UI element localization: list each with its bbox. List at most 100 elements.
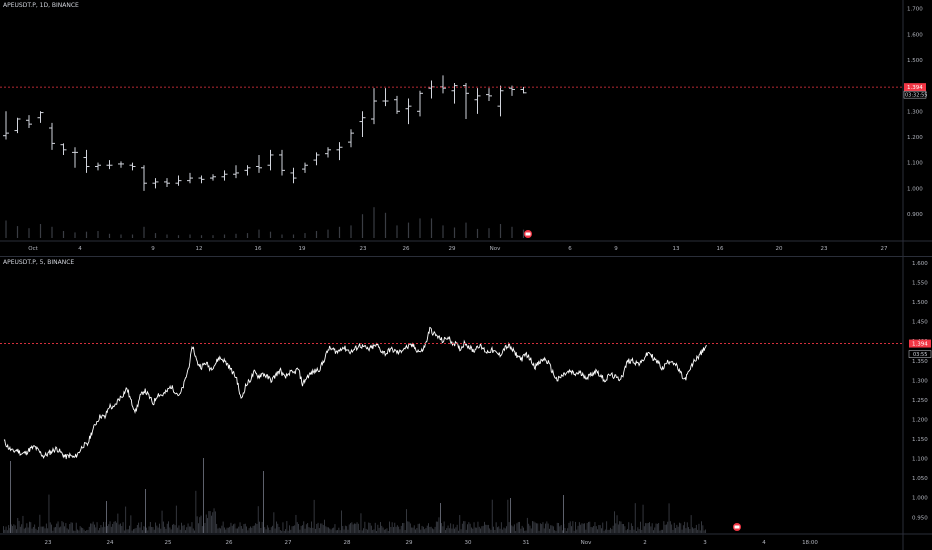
volume-bar bbox=[12, 526, 13, 533]
ohlc-bar bbox=[3, 111, 9, 140]
ohlc-bar bbox=[325, 147, 331, 158]
price-axis-label: 1.100 bbox=[907, 161, 923, 167]
daily-chart-pane[interactable]: 1.7001.6001.5001.4001.3001.2001.1001.000… bbox=[0, 0, 932, 257]
volume-bar bbox=[57, 521, 59, 533]
volume-bar bbox=[112, 523, 114, 533]
volume-bar bbox=[120, 234, 122, 238]
volume-bar bbox=[292, 526, 294, 533]
volume-bar bbox=[653, 530, 654, 533]
volume-bar bbox=[5, 220, 7, 238]
volume-bar bbox=[307, 523, 309, 533]
volume-bar bbox=[571, 526, 572, 533]
volume-bar bbox=[695, 524, 697, 533]
volume-bar bbox=[107, 526, 108, 533]
ohlc-bar bbox=[497, 85, 504, 117]
volume-bar bbox=[643, 526, 645, 533]
volume-bar bbox=[247, 530, 249, 533]
volume-bar bbox=[352, 524, 354, 533]
volume-bar bbox=[620, 521, 622, 533]
volume-bar bbox=[103, 521, 104, 533]
volume-bar bbox=[628, 522, 630, 533]
volume-bar bbox=[680, 523, 682, 533]
volume-bar bbox=[71, 522, 73, 533]
daily-ohlc-chart[interactable]: 1.7001.6001.5001.4001.3001.2001.1001.000… bbox=[0, 0, 932, 257]
volume-bar bbox=[701, 521, 702, 533]
volume-bar bbox=[547, 523, 549, 533]
time-axis-label: 4 bbox=[78, 246, 82, 252]
ohlc-bar bbox=[336, 142, 343, 161]
volume-bar bbox=[554, 530, 556, 533]
intraday-chart-pane[interactable]: 1.6001.5501.5001.4501.4001.3501.3001.250… bbox=[0, 257, 932, 550]
volume-bar bbox=[305, 524, 307, 533]
volume-spike bbox=[106, 501, 107, 533]
volume-bar bbox=[317, 522, 319, 533]
volume-bar bbox=[603, 530, 605, 533]
time-axis-label: 25 bbox=[165, 540, 172, 546]
time-axis-label: Nov bbox=[490, 246, 501, 252]
volume-bar bbox=[251, 527, 253, 533]
volume-bar bbox=[222, 521, 224, 533]
volume-bar bbox=[682, 525, 684, 533]
price-axis-label: 1.550 bbox=[912, 281, 928, 287]
volume-bar bbox=[458, 530, 459, 533]
volume-bar bbox=[160, 528, 162, 533]
volume-bar bbox=[205, 514, 207, 533]
volume-bar bbox=[308, 527, 310, 533]
volume-bar bbox=[478, 526, 480, 533]
volume-bar bbox=[166, 523, 168, 533]
volume-bar bbox=[590, 526, 592, 533]
volume-bar bbox=[607, 529, 609, 533]
volume-bar bbox=[406, 509, 407, 533]
volume-bar bbox=[377, 524, 379, 533]
volume-bar bbox=[373, 529, 375, 533]
time-axis-label: 28 bbox=[344, 540, 351, 546]
volume-bar bbox=[47, 528, 49, 533]
volume-bar bbox=[488, 228, 490, 238]
volume-bar bbox=[272, 525, 273, 533]
volume-bar bbox=[601, 528, 602, 533]
ohlc-bar bbox=[95, 162, 101, 171]
volume-bar bbox=[372, 530, 374, 533]
volume-bar bbox=[169, 527, 171, 533]
time-axis-label: 30 bbox=[465, 540, 472, 546]
volume-bar bbox=[684, 521, 686, 533]
volume-bar bbox=[519, 521, 520, 533]
price-axis-label: 1.600 bbox=[907, 32, 923, 38]
volume-bar bbox=[625, 530, 627, 533]
volume-bar bbox=[472, 528, 474, 533]
volume-bar bbox=[582, 523, 584, 533]
ohlc-bar bbox=[267, 149, 274, 171]
price-axis-label: 1.500 bbox=[912, 300, 928, 306]
volume-bar bbox=[594, 522, 596, 533]
ohlc-bar bbox=[359, 111, 366, 137]
volume-bar bbox=[86, 530, 88, 533]
ohlc-bar bbox=[428, 80, 435, 99]
volume-bar bbox=[246, 526, 247, 533]
volume-bar bbox=[651, 523, 653, 533]
volume-bar bbox=[296, 522, 298, 533]
volume-bar bbox=[291, 526, 293, 533]
volume-bar bbox=[467, 524, 468, 533]
volume-bar bbox=[278, 527, 280, 533]
intraday-line-chart[interactable]: 1.6001.5501.5001.4501.4001.3501.3001.250… bbox=[0, 257, 932, 550]
volume-bar bbox=[360, 513, 362, 533]
volume-bar bbox=[172, 524, 173, 533]
volume-bar bbox=[101, 527, 103, 533]
volume-bar bbox=[130, 515, 132, 533]
volume-bar bbox=[3, 526, 4, 533]
volume-bar bbox=[515, 530, 517, 533]
volume-bar bbox=[10, 524, 12, 533]
volume-bar bbox=[677, 526, 679, 533]
volume-bar bbox=[359, 530, 361, 533]
price-line-series bbox=[3, 326, 707, 460]
ohlc-bar bbox=[72, 147, 78, 168]
volume-bar bbox=[292, 234, 295, 238]
ohlc-bar bbox=[198, 175, 205, 184]
ohlc-bar bbox=[26, 115, 32, 128]
volume-bar bbox=[235, 233, 237, 238]
volume-bar bbox=[422, 526, 424, 533]
volume-bar bbox=[617, 524, 619, 533]
price-axis-label: 1.200 bbox=[907, 135, 923, 141]
volume-bar bbox=[419, 523, 420, 533]
volume-bar bbox=[434, 526, 436, 533]
